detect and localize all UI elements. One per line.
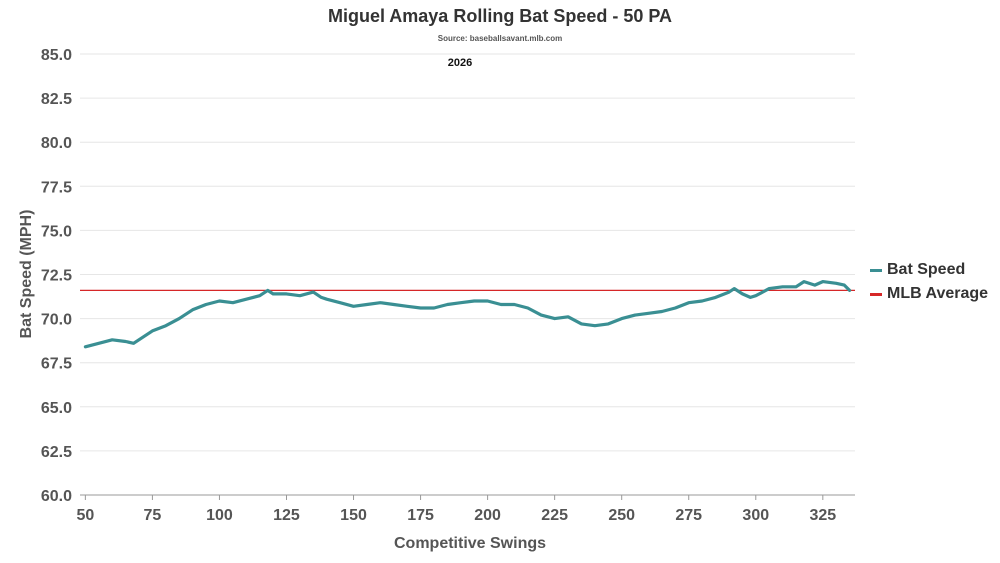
- legend: Bat Speed MLB Average: [870, 258, 988, 306]
- x-tick-label: 100: [206, 507, 233, 524]
- chart-title: Miguel Amaya Rolling Bat Speed - 50 PA: [327, 6, 673, 26]
- legend-label-mlb-average: MLB Average: [887, 285, 989, 302]
- x-tick-label: 200: [474, 507, 501, 524]
- x-tick-label: 150: [340, 507, 367, 524]
- chart-year-label: 2026: [447, 57, 473, 69]
- y-tick-label: 67.5: [41, 356, 72, 373]
- series-line-bat-speed[interactable]: [83, 280, 852, 349]
- x-tick-label: 75: [144, 507, 162, 524]
- y-tick-label: 70.0: [41, 312, 72, 329]
- y-tick-label: 80.0: [41, 135, 72, 152]
- x-tick-label: 175: [407, 507, 434, 524]
- x-tick-label: 250: [608, 507, 635, 524]
- legend-swatch-mlb-average: [870, 292, 882, 296]
- legend-swatch-bat-speed: [870, 268, 882, 272]
- x-axis-ticks: 50 75 100 125 150 175 200 225 250 275 300 325: [76, 495, 836, 524]
- legend-item-mlb-average[interactable]: MLB Average: [870, 282, 988, 306]
- y-axis-title: Bat Speed (MPH): [18, 210, 35, 339]
- y-tick-label: 82.5: [41, 91, 72, 108]
- y-tick-label: 62.5: [41, 444, 72, 461]
- gridlines: [80, 53, 855, 496]
- y-tick-label: 77.5: [41, 179, 72, 196]
- chart-source: Source: baseballsavant.mlb.com: [437, 34, 563, 43]
- x-tick-label: 275: [675, 507, 702, 524]
- x-axis-title: Competitive Swings: [394, 535, 546, 552]
- y-tick-label: 85.0: [41, 47, 72, 64]
- x-tick-label: 325: [809, 507, 836, 524]
- legend-item-bat-speed[interactable]: Bat Speed: [870, 258, 988, 282]
- x-tick-label: 50: [76, 507, 94, 524]
- y-tick-label: 60.0: [41, 488, 72, 505]
- series-layer: [80, 280, 855, 349]
- y-tick-label: 65.0: [41, 400, 72, 417]
- legend-label-bat-speed: Bat Speed: [887, 261, 966, 278]
- y-axis-ticks: 60.0 62.5 65.0 67.5 70.0 72.5 75.0 77.5 80.0 82.5…: [41, 47, 72, 505]
- x-tick-label: 300: [742, 507, 769, 524]
- y-tick-label: 75.0: [41, 223, 72, 240]
- x-tick-label: 225: [541, 507, 568, 524]
- x-tick-label: 125: [273, 507, 300, 524]
- y-tick-label: 72.5: [41, 268, 72, 285]
